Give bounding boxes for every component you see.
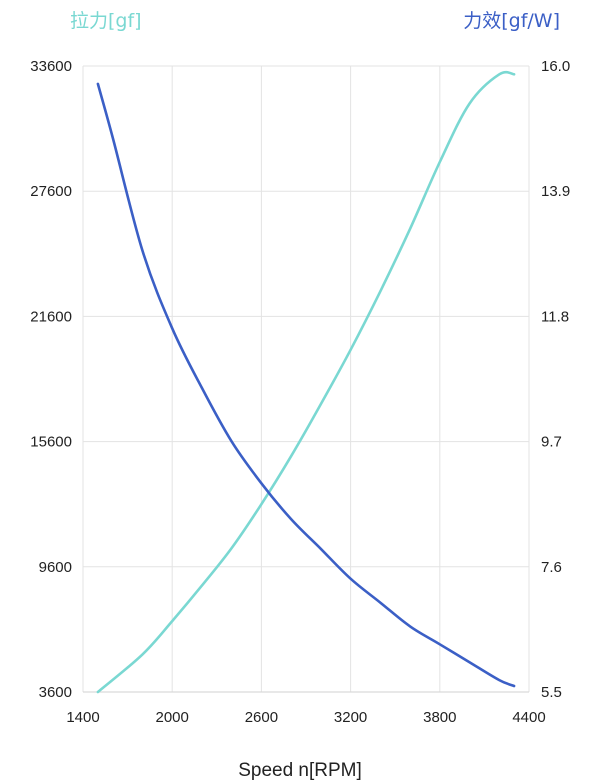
x-tick-label: 2600	[245, 709, 278, 726]
right-tick-label: 13.9	[541, 183, 570, 200]
x-tick-label: 4400	[512, 709, 545, 726]
left-axis-title: 拉力[gf]	[70, 10, 142, 32]
left-tick-label: 33600	[30, 58, 72, 75]
efficiency-series-line	[96, 82, 516, 688]
right-tick-label: 16.0	[541, 58, 570, 75]
x-axis-title: Speed n[RPM]	[238, 760, 362, 781]
left-tick-label: 27600	[30, 183, 72, 200]
right-axis-title: 力效[gf/W]	[463, 10, 560, 32]
left-tick-label: 9600	[39, 559, 72, 576]
x-tick-label: 1400	[66, 709, 99, 726]
thrust-series-line	[96, 70, 516, 694]
x-tick-label: 3200	[334, 709, 367, 726]
left-tick-label: 21600	[30, 308, 72, 325]
series	[96, 70, 516, 694]
right-tick-label: 7.6	[541, 559, 562, 576]
right-tick-label: 11.8	[541, 308, 569, 325]
left-tick-label: 15600	[30, 434, 72, 451]
right-tick-label: 5.5	[541, 684, 562, 701]
x-tick-label: 2000	[156, 709, 189, 726]
tick-labels: 1400 2000 2600 3200 3800 4400 33600 27600 21600 1…	[30, 58, 570, 726]
grid	[82, 65, 530, 692]
x-tick-label: 3800	[423, 709, 456, 726]
right-tick-label: 9.7	[541, 434, 562, 451]
left-tick-label: 3600	[39, 684, 72, 701]
